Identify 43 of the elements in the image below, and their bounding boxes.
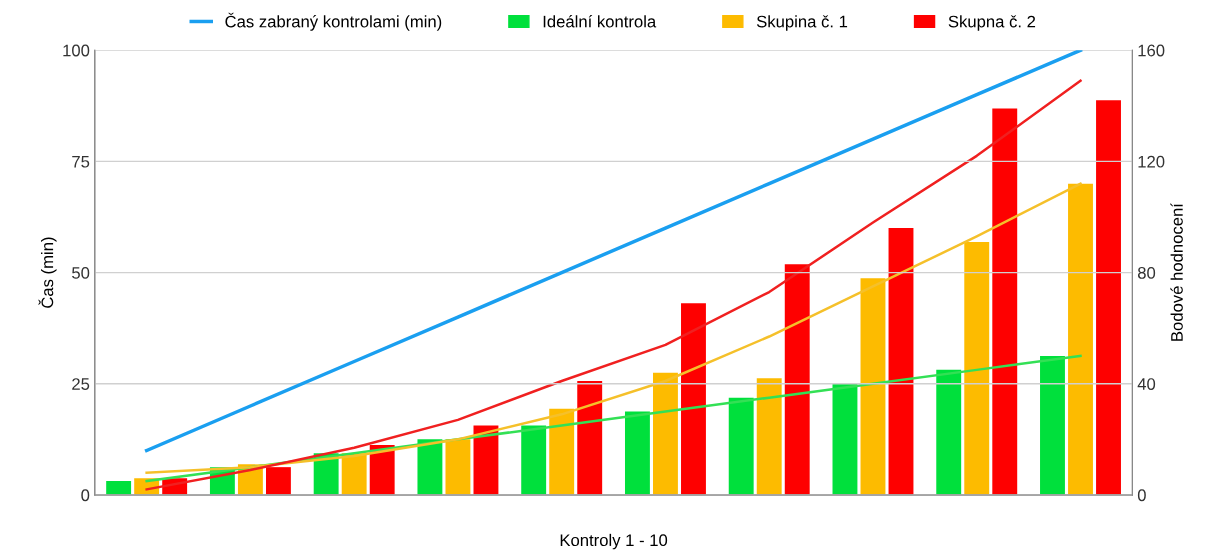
y2-tick-label: 160 — [1138, 44, 1165, 57]
bar — [1040, 355, 1065, 495]
y2-tick-label: 0 — [1137, 489, 1146, 502]
bar — [445, 439, 471, 495]
bar — [728, 397, 754, 495]
line-series — [144, 50, 1083, 453]
bar — [992, 108, 1018, 495]
bar — [756, 378, 782, 495]
y-axis-title: Čas (min) — [38, 237, 57, 308]
bar — [888, 228, 914, 495]
bar — [1096, 100, 1121, 495]
y-tick-label: 50 — [72, 266, 90, 279]
x-axis-title: Kontroly 1 - 10 — [560, 533, 668, 550]
bar — [473, 425, 499, 495]
bar — [653, 372, 678, 495]
bar — [577, 380, 603, 495]
legend-label: Ideální kontrola — [543, 15, 657, 28]
y2-axis-title: Bodové hodnocení — [1170, 203, 1183, 341]
y2-tick-label: 40 — [1137, 378, 1156, 390]
bar — [936, 369, 962, 495]
y-tick-label: 100 — [63, 44, 90, 57]
bar — [265, 467, 291, 495]
legend-label: Skupna č. 2 — [948, 15, 1036, 31]
line-series — [145, 79, 1082, 491]
bar — [417, 439, 443, 495]
bar — [521, 425, 547, 495]
bar — [106, 481, 132, 495]
bar — [549, 408, 575, 495]
legend-label: Skupina č. 1 — [756, 15, 848, 31]
y2-tick-label: 80 — [1137, 266, 1156, 279]
y-tick-label: 0 — [81, 489, 90, 502]
line-series — [145, 182, 1082, 474]
bar — [964, 242, 990, 495]
bar — [784, 264, 810, 495]
y2-tick-label: 120 — [1138, 155, 1165, 168]
bar — [1068, 183, 1093, 495]
y-tick-label: 25 — [72, 378, 90, 390]
y-tick-label: 75 — [72, 155, 90, 168]
bar — [681, 303, 706, 495]
bar — [624, 411, 650, 495]
legend-label: Čas zabraný kontrolami (min) — [225, 12, 442, 31]
bar — [832, 383, 858, 495]
bar — [860, 278, 886, 495]
